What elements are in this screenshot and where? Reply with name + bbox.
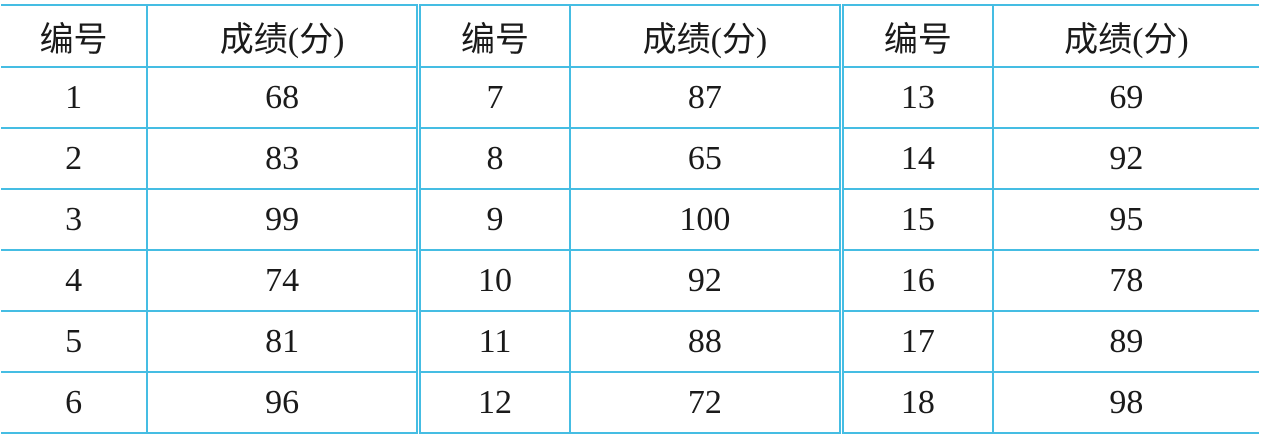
cell-id: 1 — [1, 66, 149, 129]
cell-score: 78 — [991, 249, 1259, 312]
cell-id: 4 — [1, 249, 149, 312]
header-score: 成绩(分) — [991, 4, 1259, 68]
table-row: 6 96 12 72 18 98 — [1, 371, 1259, 434]
cell-id: 18 — [840, 371, 994, 434]
cell-id: 17 — [840, 310, 994, 373]
header-score: 成绩(分) — [568, 4, 844, 68]
header-row: 编号 成绩(分) 编号 成绩(分) 编号 成绩(分) — [1, 4, 1259, 68]
cell-score: 92 — [568, 249, 844, 312]
cell-score: 69 — [991, 66, 1259, 129]
cell-id: 12 — [417, 371, 571, 434]
header-id: 编号 — [840, 4, 994, 68]
cell-score: 96 — [146, 371, 422, 434]
cell-id: 8 — [417, 127, 571, 190]
cell-id: 9 — [417, 188, 571, 251]
scores-table: 编号 成绩(分) 编号 成绩(分) 编号 成绩(分) 1 68 7 87 13 69 2 83 8 65 14… — [1, 4, 1259, 434]
cell-id: 14 — [840, 127, 994, 190]
table-row: 5 81 11 88 17 89 — [1, 310, 1259, 373]
cell-score: 83 — [146, 127, 422, 190]
header-id: 编号 — [417, 4, 571, 68]
table-row: 4 74 10 92 16 78 — [1, 249, 1259, 312]
cell-score: 88 — [568, 310, 844, 373]
cell-score: 87 — [568, 66, 844, 129]
cell-score: 68 — [146, 66, 422, 129]
table-row: 1 68 7 87 13 69 — [1, 66, 1259, 129]
table-row: 2 83 8 65 14 92 — [1, 127, 1259, 190]
cell-id: 11 — [417, 310, 571, 373]
cell-id: 6 — [1, 371, 149, 434]
cell-id: 16 — [840, 249, 994, 312]
cell-id: 5 — [1, 310, 149, 373]
cell-id: 2 — [1, 127, 149, 190]
cell-id: 13 — [840, 66, 994, 129]
cell-score: 89 — [991, 310, 1259, 373]
cell-score: 65 — [568, 127, 844, 190]
cell-score: 81 — [146, 310, 422, 373]
cell-score: 72 — [568, 371, 844, 434]
cell-score: 100 — [568, 188, 844, 251]
cell-score: 92 — [991, 127, 1259, 190]
cell-score: 99 — [146, 188, 422, 251]
cell-id: 15 — [840, 188, 994, 251]
table-row: 3 99 9 100 15 95 — [1, 188, 1259, 251]
header-score: 成绩(分) — [146, 4, 422, 68]
cell-score: 98 — [991, 371, 1259, 434]
header-id: 编号 — [1, 4, 149, 68]
cell-score: 74 — [146, 249, 422, 312]
cell-score: 95 — [991, 188, 1259, 251]
cell-id: 7 — [417, 66, 571, 129]
cell-id: 10 — [417, 249, 571, 312]
cell-id: 3 — [1, 188, 149, 251]
